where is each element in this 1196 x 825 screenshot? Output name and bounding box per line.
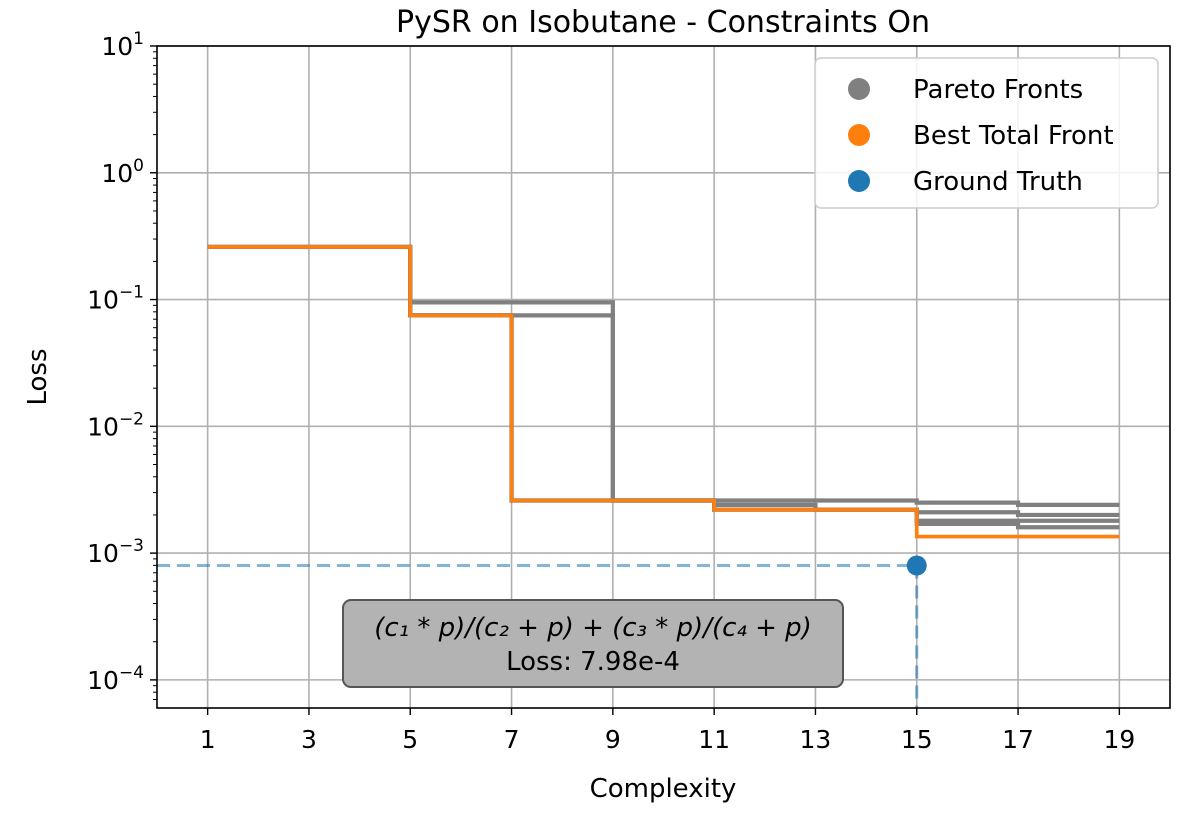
y-tick-label-0: 101 bbox=[101, 29, 144, 61]
y-tick-label-5: 10−4 bbox=[87, 663, 144, 695]
best-total-front-line bbox=[207, 245, 1120, 539]
y-tick-label-4: 10−3 bbox=[87, 536, 144, 568]
ground-truth-layer bbox=[157, 555, 927, 708]
legend-marker-best-total-front bbox=[848, 124, 870, 146]
x-tick-label-5: 5 bbox=[402, 725, 418, 754]
x-tick-label-15: 15 bbox=[901, 725, 933, 754]
y-axis-label: Loss bbox=[23, 348, 53, 405]
annotation-loss: Loss: 7.98e-4 bbox=[506, 647, 680, 677]
legend: Pareto Fronts Best Total Front Ground Tr… bbox=[814, 57, 1159, 209]
legend-label-ground-truth: Ground Truth bbox=[913, 167, 1083, 197]
legend-marker-pareto-fronts bbox=[848, 78, 870, 100]
x-tick-label-17: 17 bbox=[1002, 725, 1034, 754]
x-tick-label-3: 3 bbox=[301, 725, 317, 754]
legend-marker-ground-truth bbox=[848, 170, 870, 192]
chart-title: PySR on Isobutane - Constraints On bbox=[396, 5, 930, 40]
plot-area-frame bbox=[156, 45, 1171, 709]
x-tick-label-19: 19 bbox=[1103, 725, 1135, 754]
x-tick-label-11: 11 bbox=[698, 725, 730, 754]
x-tick-label-13: 13 bbox=[800, 725, 832, 754]
ground-truth-annotation: (c₁ * p)/(c₂ + p) + (c₃ * p)/(c₄ + p) Lo… bbox=[342, 599, 844, 688]
legend-label-pareto-fronts: Pareto Fronts bbox=[913, 75, 1083, 105]
x-axis-label: Complexity bbox=[590, 774, 737, 804]
annotation-box bbox=[342, 599, 844, 688]
y-tick-label-1: 100 bbox=[101, 156, 144, 188]
ground-truth-point bbox=[906, 555, 927, 576]
annotation-formula: (c₁ * p)/(c₂ + p) + (c₃ * p)/(c₄ + p) bbox=[374, 613, 812, 643]
series-layer bbox=[207, 244, 1120, 539]
x-tick-label-9: 9 bbox=[605, 725, 621, 754]
y-tick-label-2: 10−1 bbox=[87, 283, 144, 315]
x-tick-label-1: 1 bbox=[200, 725, 216, 754]
x-tick-label-7: 7 bbox=[504, 725, 520, 754]
y-tick-label-3: 10−2 bbox=[87, 409, 144, 441]
legend-frame bbox=[814, 57, 1159, 209]
legend-label-best-total-front: Best Total Front bbox=[913, 121, 1114, 151]
